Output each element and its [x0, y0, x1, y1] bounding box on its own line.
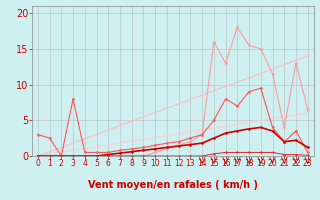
- X-axis label: Vent moyen/en rafales ( km/h ): Vent moyen/en rafales ( km/h ): [88, 180, 258, 190]
